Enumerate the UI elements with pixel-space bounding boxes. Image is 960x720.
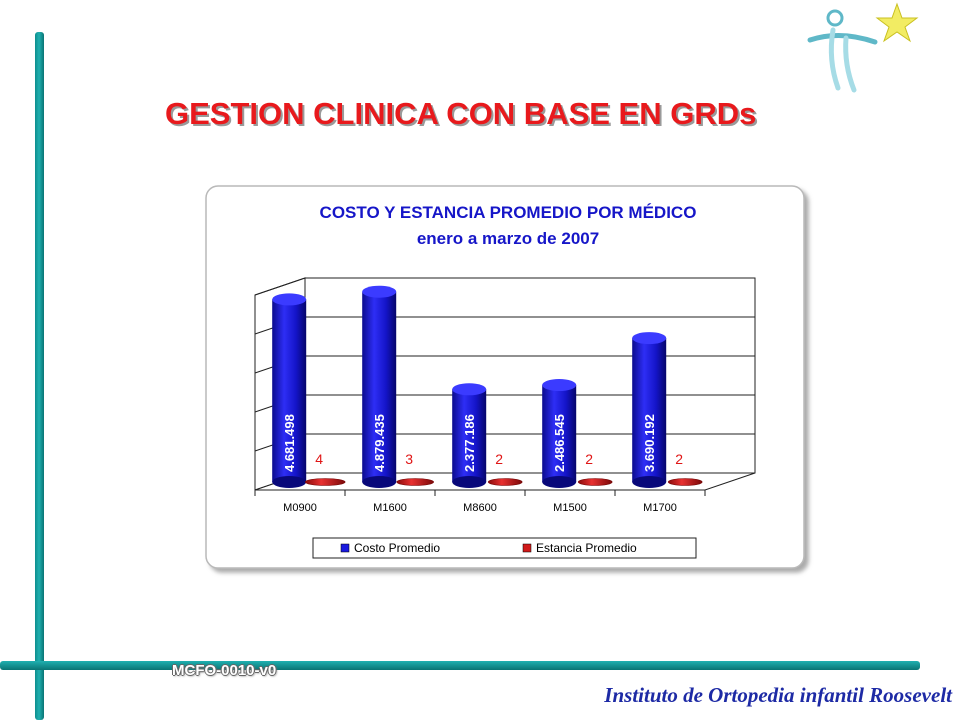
x-tick-label: M1600 [373, 502, 407, 514]
bar-base [452, 476, 487, 488]
bar-body [362, 291, 397, 482]
bar-costo-promedio: 2.377.186 [452, 383, 487, 488]
chart-title: COSTO Y ESTANCIA PROMEDIO POR MÉDICO [320, 203, 697, 222]
data-label-costo: 4.879.435 [372, 414, 387, 472]
bar-body [272, 299, 307, 482]
data-label-costo: 4.681.498 [282, 414, 297, 472]
legend-box [312, 537, 697, 559]
document-code: MCFO-0010-v0 [172, 662, 277, 679]
bar-estancia-promedio [487, 478, 523, 486]
x-tick-label: M0900 [283, 502, 317, 514]
data-label-costo: 2.486.545 [552, 414, 567, 472]
left-accent-bar [35, 32, 44, 720]
bar-top [542, 379, 577, 392]
legend-swatch-costo [340, 543, 350, 553]
bar-base [542, 476, 577, 488]
bar-body [542, 385, 577, 482]
plot-area: 4.681.498 4 M0900 4.879.435 3 M1600 2.377.186 2… [254, 277, 756, 514]
bar-base [632, 476, 667, 488]
data-label-estancia: 2 [675, 451, 683, 467]
bar-estancia-promedio [304, 478, 346, 486]
x-tick-label: M1700 [643, 502, 677, 514]
bar-body [452, 389, 487, 482]
bar-top [632, 332, 667, 345]
bar-estancia-promedio [667, 478, 703, 486]
legend-swatch-estancia [522, 543, 532, 553]
bar-costo-promedio: 4.681.498 [272, 293, 307, 488]
data-label-estancia: 3 [405, 451, 413, 467]
x-tick-label: M1500 [553, 502, 587, 514]
bar-estancia-promedio [577, 478, 613, 486]
bar-base [272, 476, 307, 488]
bar-costo-promedio: 4.879.435 [362, 285, 397, 488]
bar-body [632, 338, 667, 482]
data-label-estancia: 4 [315, 451, 323, 467]
star-figure-logo-icon [807, 2, 919, 93]
bar-estancia-promedio [396, 478, 435, 486]
legend-label-estancia: Estancia Promedio [536, 541, 637, 555]
bar-costo-promedio: 2.486.545 [542, 379, 577, 488]
slide-title: GESTION CLINICA CON BASE EN GRDs [165, 96, 757, 131]
bar-top [362, 285, 397, 298]
data-label-estancia: 2 [495, 451, 503, 467]
bar-top [272, 293, 307, 306]
bar-costo-promedio: 3.690.192 [632, 332, 667, 488]
gridline [254, 277, 755, 296]
bar-top [452, 383, 487, 396]
x-tick-label: M8600 [463, 502, 497, 514]
data-label-costo: 3.690.192 [642, 414, 657, 472]
chart-legend: Costo Promedio Estancia Promedio [312, 537, 697, 559]
data-label-costo: 2.377.186 [462, 414, 477, 472]
data-label-estancia: 2 [585, 451, 593, 467]
bar-base [362, 476, 397, 488]
legend-label-costo: Costo Promedio [354, 541, 440, 555]
institution-footer: Instituto de Ortopedia infantil Roosevel… [604, 683, 952, 707]
bottom-accent-bar [0, 661, 920, 670]
chart-subtitle: enero a marzo de 2007 [417, 229, 599, 248]
